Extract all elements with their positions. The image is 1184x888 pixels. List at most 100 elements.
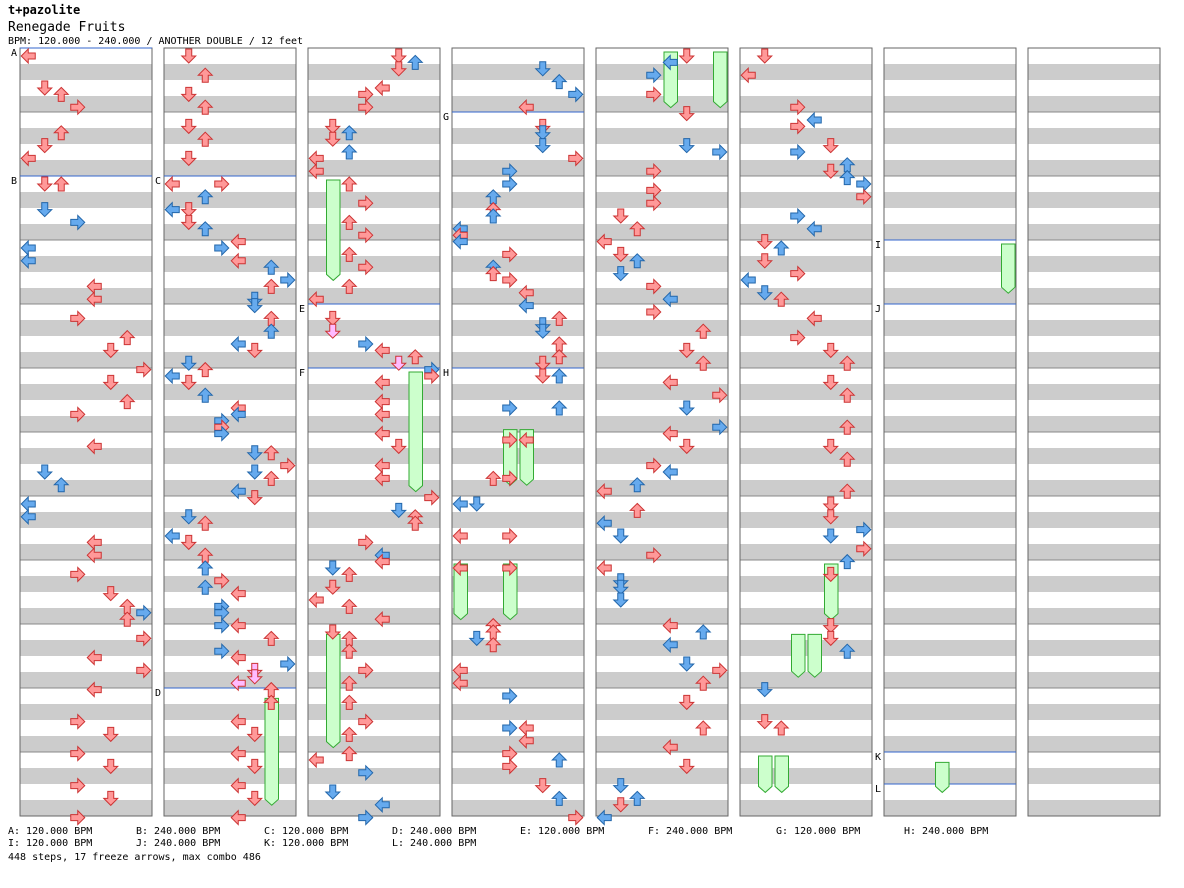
freeze-arrow-icon bbox=[264, 697, 279, 806]
measure-stripe bbox=[740, 512, 872, 528]
bpm-marker-label: F bbox=[299, 368, 305, 379]
arrow-icon bbox=[839, 355, 856, 371]
measure-stripe bbox=[884, 480, 1016, 496]
measure-stripe bbox=[596, 128, 728, 144]
measure-stripe bbox=[884, 640, 1016, 656]
arrow-icon bbox=[551, 368, 568, 384]
arrow-icon bbox=[646, 86, 662, 103]
measure-stripe bbox=[1028, 416, 1160, 432]
arrow-icon bbox=[20, 252, 36, 270]
arrow-icon bbox=[390, 502, 407, 519]
arrow-icon bbox=[568, 809, 584, 826]
arrow-icon bbox=[712, 386, 728, 404]
measure-stripe bbox=[452, 800, 584, 816]
freeze-arrow-icon bbox=[791, 633, 806, 678]
freeze-arrow-icon bbox=[326, 179, 341, 282]
measure-stripe bbox=[1028, 320, 1160, 336]
arrow-icon bbox=[822, 163, 839, 179]
arrow-icon bbox=[70, 745, 86, 762]
arrow-icon bbox=[712, 143, 728, 161]
measure-stripe bbox=[452, 416, 584, 432]
arrow-icon bbox=[756, 48, 773, 64]
arrow-icon bbox=[695, 323, 712, 339]
bpm-marker-label: D bbox=[155, 688, 161, 699]
arrow-icon bbox=[246, 758, 263, 775]
arrow-icon bbox=[180, 214, 197, 231]
arrow-icon bbox=[695, 624, 712, 640]
arrow-icon bbox=[102, 726, 119, 743]
measure-stripe bbox=[452, 544, 584, 560]
arrow-icon bbox=[20, 508, 36, 526]
arrow-icon bbox=[102, 586, 119, 602]
arrow-icon bbox=[612, 208, 629, 224]
measure-stripe bbox=[1028, 672, 1160, 688]
bpm-legend-entry: E: 120.000 BPM bbox=[520, 826, 605, 837]
measure-stripe bbox=[308, 192, 440, 208]
arrow-icon bbox=[180, 118, 197, 135]
measure-stripe bbox=[740, 224, 872, 240]
measure-stripe bbox=[164, 384, 296, 400]
measure-stripe bbox=[740, 640, 872, 656]
measure-stripe bbox=[308, 256, 440, 272]
measure-stripe bbox=[164, 576, 296, 592]
arrow-icon bbox=[119, 393, 136, 410]
arrow-icon bbox=[612, 778, 629, 794]
arrow-icon bbox=[86, 438, 102, 455]
arrow-icon bbox=[756, 253, 773, 269]
measure-stripe bbox=[884, 704, 1016, 720]
arrow-icon bbox=[822, 438, 839, 455]
freeze-arrow-icon bbox=[503, 563, 518, 621]
measure-stripe bbox=[164, 192, 296, 208]
freeze-arrow-icon bbox=[758, 755, 773, 794]
bpm-legend-entry: I: 120.000 BPM bbox=[8, 838, 93, 849]
arrow-icon bbox=[629, 477, 646, 493]
measure-stripe bbox=[452, 480, 584, 496]
arrow-icon bbox=[341, 278, 358, 294]
arrow-icon bbox=[756, 682, 773, 698]
arrow-icon bbox=[839, 387, 856, 403]
measure-stripe bbox=[596, 768, 728, 784]
arrow-icon bbox=[374, 553, 390, 570]
arrow-icon bbox=[119, 611, 136, 627]
arrow-icon bbox=[36, 80, 53, 96]
arrow-icon bbox=[136, 662, 152, 679]
measure-stripe bbox=[164, 96, 296, 112]
column-border bbox=[1027, 47, 1161, 817]
measure-stripe bbox=[452, 64, 584, 80]
measure-stripe bbox=[164, 448, 296, 464]
measure-stripe bbox=[884, 608, 1016, 624]
arrow-icon bbox=[20, 239, 36, 257]
measure-stripe bbox=[452, 608, 584, 624]
arrow-icon bbox=[341, 566, 358, 582]
arrow-icon bbox=[53, 176, 70, 192]
measure-stripe bbox=[20, 704, 152, 720]
measure-stripe bbox=[596, 416, 728, 432]
arrow-icon bbox=[230, 674, 246, 692]
measure-stripe bbox=[1028, 128, 1160, 144]
measure-stripe bbox=[308, 512, 440, 528]
arrow-icon bbox=[230, 809, 246, 826]
measure-stripe bbox=[740, 576, 872, 592]
measure-stripe bbox=[452, 288, 584, 304]
measure-stripe bbox=[164, 704, 296, 720]
measure-stripe bbox=[1028, 640, 1160, 656]
arrow-icon bbox=[695, 355, 712, 371]
arrow-icon bbox=[230, 585, 246, 602]
arrow-icon bbox=[324, 560, 341, 576]
arrow-icon bbox=[534, 61, 551, 77]
measure-stripe bbox=[20, 736, 152, 752]
arrow-icon bbox=[246, 298, 263, 314]
measure-stripe bbox=[20, 800, 152, 816]
arrow-icon bbox=[180, 202, 197, 218]
arrow-icon bbox=[452, 495, 468, 513]
measure-stripe bbox=[596, 800, 728, 816]
arrow-icon bbox=[36, 464, 53, 480]
measure-stripe bbox=[884, 352, 1016, 368]
bpm-marker-label: K bbox=[875, 752, 881, 763]
arrow-icon bbox=[324, 323, 341, 339]
arrow-icon bbox=[485, 624, 502, 640]
measure-stripe bbox=[596, 224, 728, 240]
bpm-marker-label: J bbox=[875, 304, 881, 315]
measure-stripe bbox=[308, 128, 440, 144]
song-title: Renegade Fruits bbox=[8, 20, 126, 35]
